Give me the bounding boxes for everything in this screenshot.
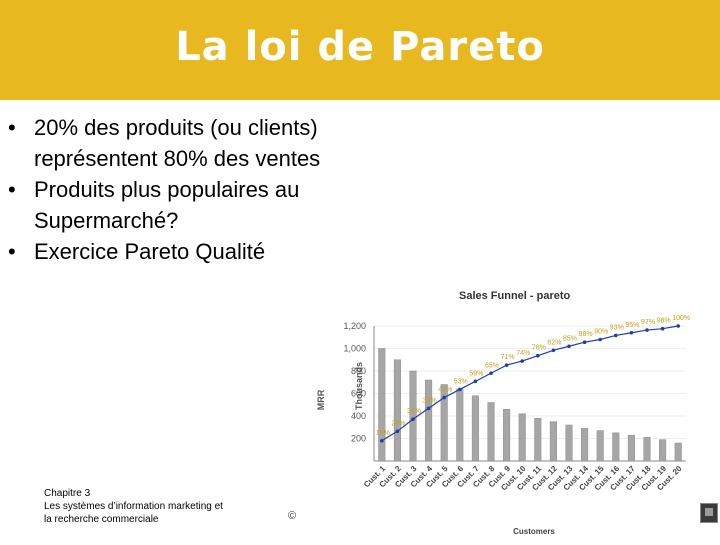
bar [409, 370, 417, 462]
bar [518, 413, 526, 462]
cumulative-point [645, 328, 649, 332]
bullet-text: Produits plus populaires au Supermarché? [34, 177, 300, 233]
cumulative-point [660, 326, 665, 331]
bar [471, 395, 479, 462]
cumulative-point [489, 371, 493, 376]
bullet-text: 20% des produits (ou clients) représente… [34, 115, 321, 171]
cumulative-point [458, 387, 462, 392]
pareto-chart: Sales Funnel - pareto 1,200 1,000 800 600 400… [302, 278, 694, 540]
bullet-item: • Produits plus populaires au Supermarché… [8, 174, 368, 236]
footer-line: la recherche commerciale [44, 514, 159, 525]
bar [565, 424, 573, 462]
y-tick-label: 1,200 [343, 321, 366, 331]
cumulative-label: 53% [454, 378, 468, 385]
slide-title: La loi de Pareto [175, 24, 545, 70]
bar [596, 430, 604, 462]
cumulative-point [442, 395, 446, 400]
cumulative-label: 85% [563, 335, 577, 342]
cumulative-point [473, 379, 478, 384]
bullet-item: • 20% des produits (ou clients) représent… [8, 112, 368, 174]
slide-footer: Chapitre 3 Les systèmes d’information ma… [44, 487, 264, 526]
cumulative-label: 59% [469, 370, 483, 377]
bar [612, 432, 620, 462]
cumulative-label: 95% [625, 322, 639, 329]
bullet-text: Exercice Pareto Qualité [34, 239, 266, 264]
title-bar: La loi de Pareto [0, 0, 720, 100]
bar [549, 421, 557, 462]
bar [378, 348, 386, 462]
bar [487, 402, 495, 462]
y-tick-label: 400 [351, 411, 366, 421]
bar [659, 439, 667, 462]
y-axis-unit: Thousands [354, 362, 364, 410]
bar [440, 384, 448, 462]
chart-title: Sales Funnel - pareto [459, 290, 571, 302]
bar [503, 409, 511, 462]
bar [456, 388, 464, 462]
cumulative-label: 47% [438, 387, 452, 394]
cumulative-point [551, 348, 556, 353]
cumulative-label: 98% [657, 318, 671, 325]
cumulative-point [676, 324, 680, 328]
y-tick-label: 200 [351, 434, 366, 444]
y-axis-label: MRR [316, 389, 326, 410]
bar [581, 428, 589, 462]
cumulative-label: 97% [641, 319, 655, 326]
cumulative-label: 39% [423, 397, 437, 404]
bar [627, 434, 635, 462]
cumulative-label: 15% [376, 430, 390, 437]
cumulative-point [614, 333, 618, 338]
cumulative-point [411, 417, 415, 421]
cumulative-line [381, 325, 679, 442]
footer-chapter: Chapitre 3 [44, 488, 91, 499]
cumulative-label: 65% [485, 362, 499, 369]
y-tick-label: 600 [351, 389, 366, 399]
cumulative-point [520, 359, 524, 363]
bar [534, 418, 542, 462]
cumulative-point [536, 353, 540, 358]
cumulative-point [426, 406, 431, 411]
bar [674, 442, 682, 462]
y-tick-label: 800 [351, 366, 366, 376]
cumulative-point [567, 344, 571, 349]
copyright-mark: © [288, 510, 297, 522]
y-tick-label: 1,000 [343, 344, 366, 354]
cumulative-label: 71% [501, 354, 515, 361]
cumulative-point [598, 337, 602, 342]
cumulative-label: 100% [672, 315, 690, 322]
cumulative-point [504, 363, 509, 367]
cumulative-label: 31% [407, 408, 421, 415]
bar [425, 379, 433, 462]
cumulative-label: 74% [516, 350, 530, 357]
pareto-chart-svg: Sales Funnel - pareto 1,200 1,000 800 600 400… [316, 290, 690, 536]
bullet-icon: • [8, 177, 16, 202]
cumulative-label: 90% [594, 329, 608, 336]
cumulative-label: 93% [610, 324, 624, 331]
cumulative-label: 88% [579, 331, 593, 338]
bullet-icon: • [8, 115, 16, 140]
cumulative-label: 82% [547, 339, 561, 346]
bar [643, 437, 651, 462]
bullet-list: • 20% des produits (ou clients) représent… [8, 112, 368, 267]
x-axis-label: Customers [513, 527, 555, 536]
bullet-icon: • [8, 239, 16, 264]
cumulative-label: 78% [532, 345, 546, 352]
bar [393, 359, 401, 462]
cumulative-point [629, 330, 634, 335]
cumulative-point [395, 429, 400, 434]
navigation-icon[interactable] [700, 503, 718, 523]
footer-line: Les systèmes d’information marketing et [44, 501, 223, 512]
cumulative-point [380, 438, 384, 443]
cumulative-label: 22% [391, 420, 405, 427]
cumulative-point [582, 340, 587, 344]
bullet-item: • Exercice Pareto Qualité [8, 236, 368, 267]
